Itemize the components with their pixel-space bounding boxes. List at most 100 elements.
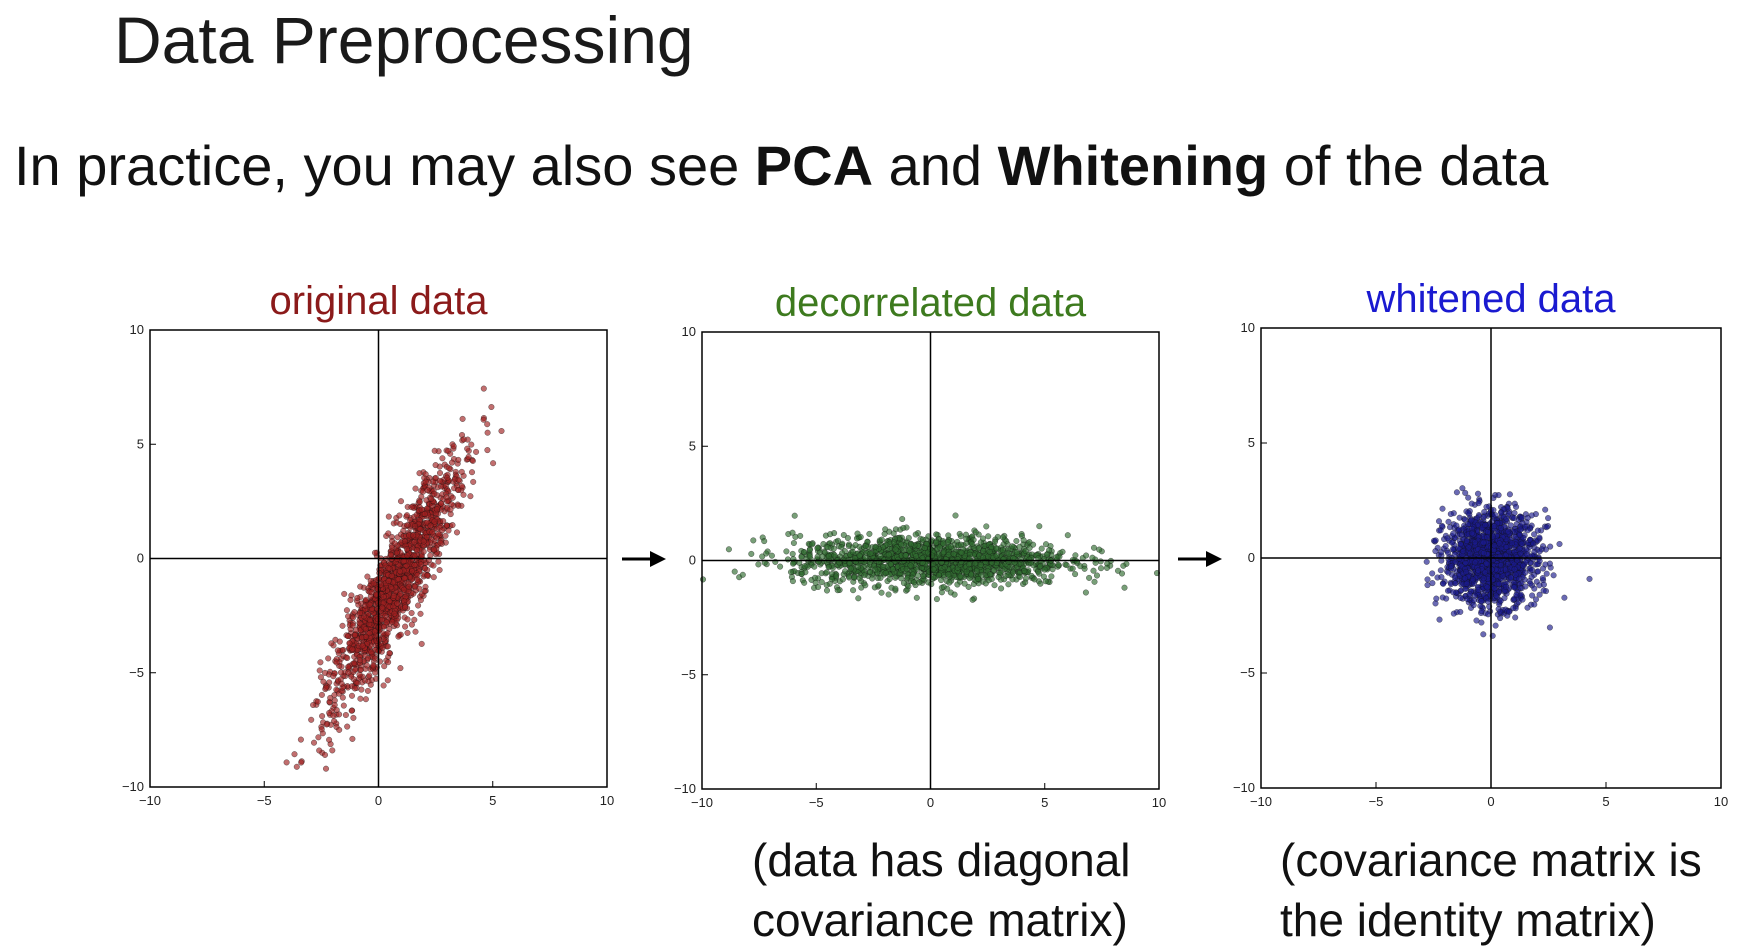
data-point bbox=[862, 543, 869, 550]
data-point bbox=[1469, 576, 1476, 583]
data-point bbox=[351, 609, 358, 616]
data-point bbox=[1543, 570, 1550, 577]
subtitle-pca: PCA bbox=[754, 134, 874, 197]
data-point bbox=[842, 568, 849, 575]
data-point bbox=[436, 566, 443, 574]
data-point bbox=[899, 515, 906, 523]
chart-title: whitened data bbox=[1365, 277, 1616, 321]
data-point bbox=[834, 587, 841, 594]
data-point bbox=[1436, 616, 1443, 623]
data-point bbox=[945, 571, 952, 578]
data-point bbox=[885, 551, 892, 558]
data-point bbox=[411, 562, 418, 569]
data-point bbox=[448, 459, 456, 466]
data-point bbox=[1523, 551, 1530, 558]
data-point bbox=[393, 549, 400, 556]
data-point bbox=[912, 531, 919, 538]
data-point bbox=[933, 539, 940, 546]
data-point bbox=[748, 550, 755, 557]
data-point bbox=[421, 588, 428, 595]
data-point bbox=[965, 561, 973, 568]
data-point bbox=[834, 537, 842, 544]
data-point bbox=[892, 574, 899, 581]
data-point bbox=[402, 604, 409, 611]
data-point bbox=[413, 547, 420, 554]
data-point bbox=[866, 530, 873, 537]
data-point bbox=[1497, 597, 1504, 604]
data-point bbox=[801, 549, 808, 556]
data-point bbox=[436, 477, 443, 484]
data-point bbox=[357, 583, 364, 590]
data-point bbox=[907, 540, 915, 548]
data-point bbox=[806, 546, 813, 554]
data-point bbox=[1016, 543, 1023, 550]
data-point bbox=[875, 558, 882, 565]
data-point bbox=[958, 549, 965, 556]
data-point bbox=[1103, 564, 1111, 571]
data-point bbox=[1482, 569, 1489, 576]
data-point bbox=[1005, 572, 1012, 579]
data-point bbox=[1506, 491, 1513, 498]
data-point bbox=[1496, 580, 1503, 588]
data-point bbox=[349, 622, 356, 629]
arrow-right-icon bbox=[622, 551, 666, 567]
data-point bbox=[1542, 506, 1549, 513]
data-point bbox=[338, 680, 345, 687]
data-point bbox=[328, 640, 335, 647]
data-point bbox=[823, 569, 830, 576]
data-point bbox=[1485, 598, 1492, 605]
data-point bbox=[952, 512, 959, 519]
data-point bbox=[404, 552, 411, 559]
data-point bbox=[380, 682, 387, 689]
data-point bbox=[823, 581, 830, 589]
data-point bbox=[356, 657, 364, 664]
data-point bbox=[325, 655, 332, 662]
y-tick-label: 0 bbox=[689, 553, 696, 568]
data-point bbox=[1009, 543, 1016, 550]
data-point bbox=[1121, 584, 1128, 591]
data-point bbox=[809, 541, 816, 548]
data-point bbox=[825, 553, 832, 560]
data-point bbox=[1450, 589, 1457, 596]
data-point bbox=[1089, 554, 1096, 561]
data-point bbox=[440, 518, 447, 525]
data-point bbox=[422, 478, 429, 485]
decorrelated-caption-line2: covariance matrix) bbox=[752, 894, 1128, 946]
data-point bbox=[882, 526, 889, 533]
data-point bbox=[1069, 565, 1076, 572]
data-point bbox=[460, 436, 467, 443]
data-point bbox=[468, 469, 476, 476]
data-point bbox=[364, 573, 371, 580]
data-point bbox=[1064, 532, 1071, 539]
data-point bbox=[947, 543, 954, 550]
data-point bbox=[1475, 567, 1482, 574]
data-point bbox=[1031, 576, 1038, 583]
data-point bbox=[1519, 596, 1526, 603]
data-point bbox=[789, 550, 796, 557]
data-point bbox=[906, 547, 913, 554]
data-point bbox=[790, 539, 797, 547]
data-point bbox=[1488, 566, 1495, 573]
data-point bbox=[455, 486, 462, 494]
data-point bbox=[1438, 549, 1445, 556]
y-tick-label: 10 bbox=[130, 322, 144, 337]
data-point bbox=[420, 548, 427, 555]
data-point bbox=[308, 716, 315, 723]
data-point bbox=[1458, 531, 1465, 539]
data-point bbox=[1082, 589, 1089, 596]
data-point bbox=[1443, 595, 1450, 602]
data-point bbox=[1097, 565, 1105, 572]
data-point bbox=[1508, 540, 1516, 547]
data-point bbox=[1473, 617, 1480, 624]
data-point bbox=[386, 650, 393, 657]
data-point bbox=[1013, 549, 1020, 556]
data-point bbox=[972, 560, 979, 567]
data-point bbox=[867, 550, 874, 557]
data-point bbox=[372, 669, 379, 676]
data-point bbox=[465, 453, 472, 460]
data-point bbox=[1463, 580, 1470, 587]
data-point bbox=[1468, 500, 1475, 507]
data-point bbox=[418, 506, 425, 513]
data-point bbox=[319, 713, 326, 720]
